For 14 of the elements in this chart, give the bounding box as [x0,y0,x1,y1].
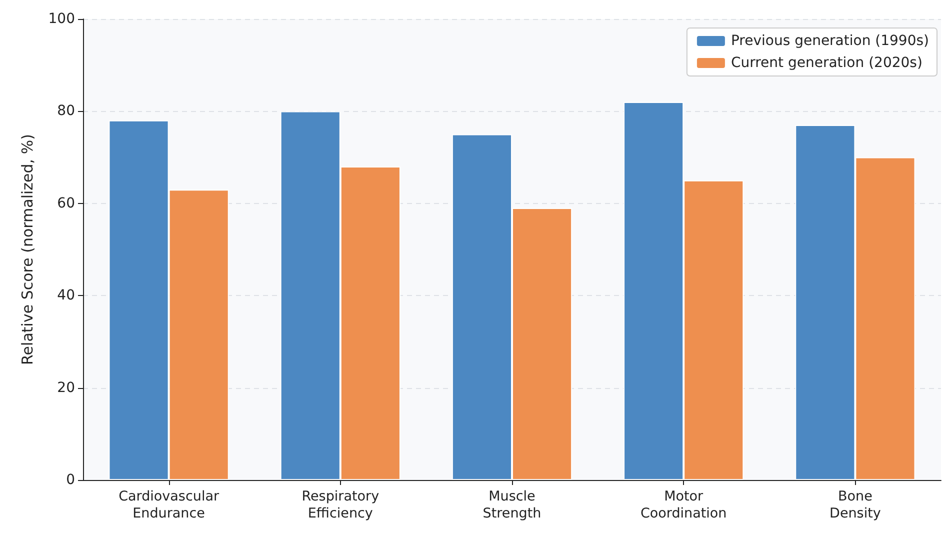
legend-label: Current generation (2020s) [730,55,922,71]
x-tick-label: Cardiovascular Endurance [118,488,220,522]
y-tick-label: 40 [57,288,75,304]
x-tick-label: Muscle Strength [482,488,542,522]
y-tick-label: 20 [57,380,75,396]
y-tick-label: 100 [48,11,75,27]
y-tick-label: 0 [66,472,75,488]
y-tick-label: 80 [57,103,75,120]
x-tick-label: Respiratory Efficiency [302,488,380,522]
y-axis-title: Relative Score (normalized, %) [18,134,36,365]
x-tick-label: Bone Density [830,488,881,522]
legend-label: Previous generation (1990s) [730,33,930,49]
x-tick-label: Motor Coordination [640,488,727,522]
y-tick-label: 60 [57,195,75,212]
